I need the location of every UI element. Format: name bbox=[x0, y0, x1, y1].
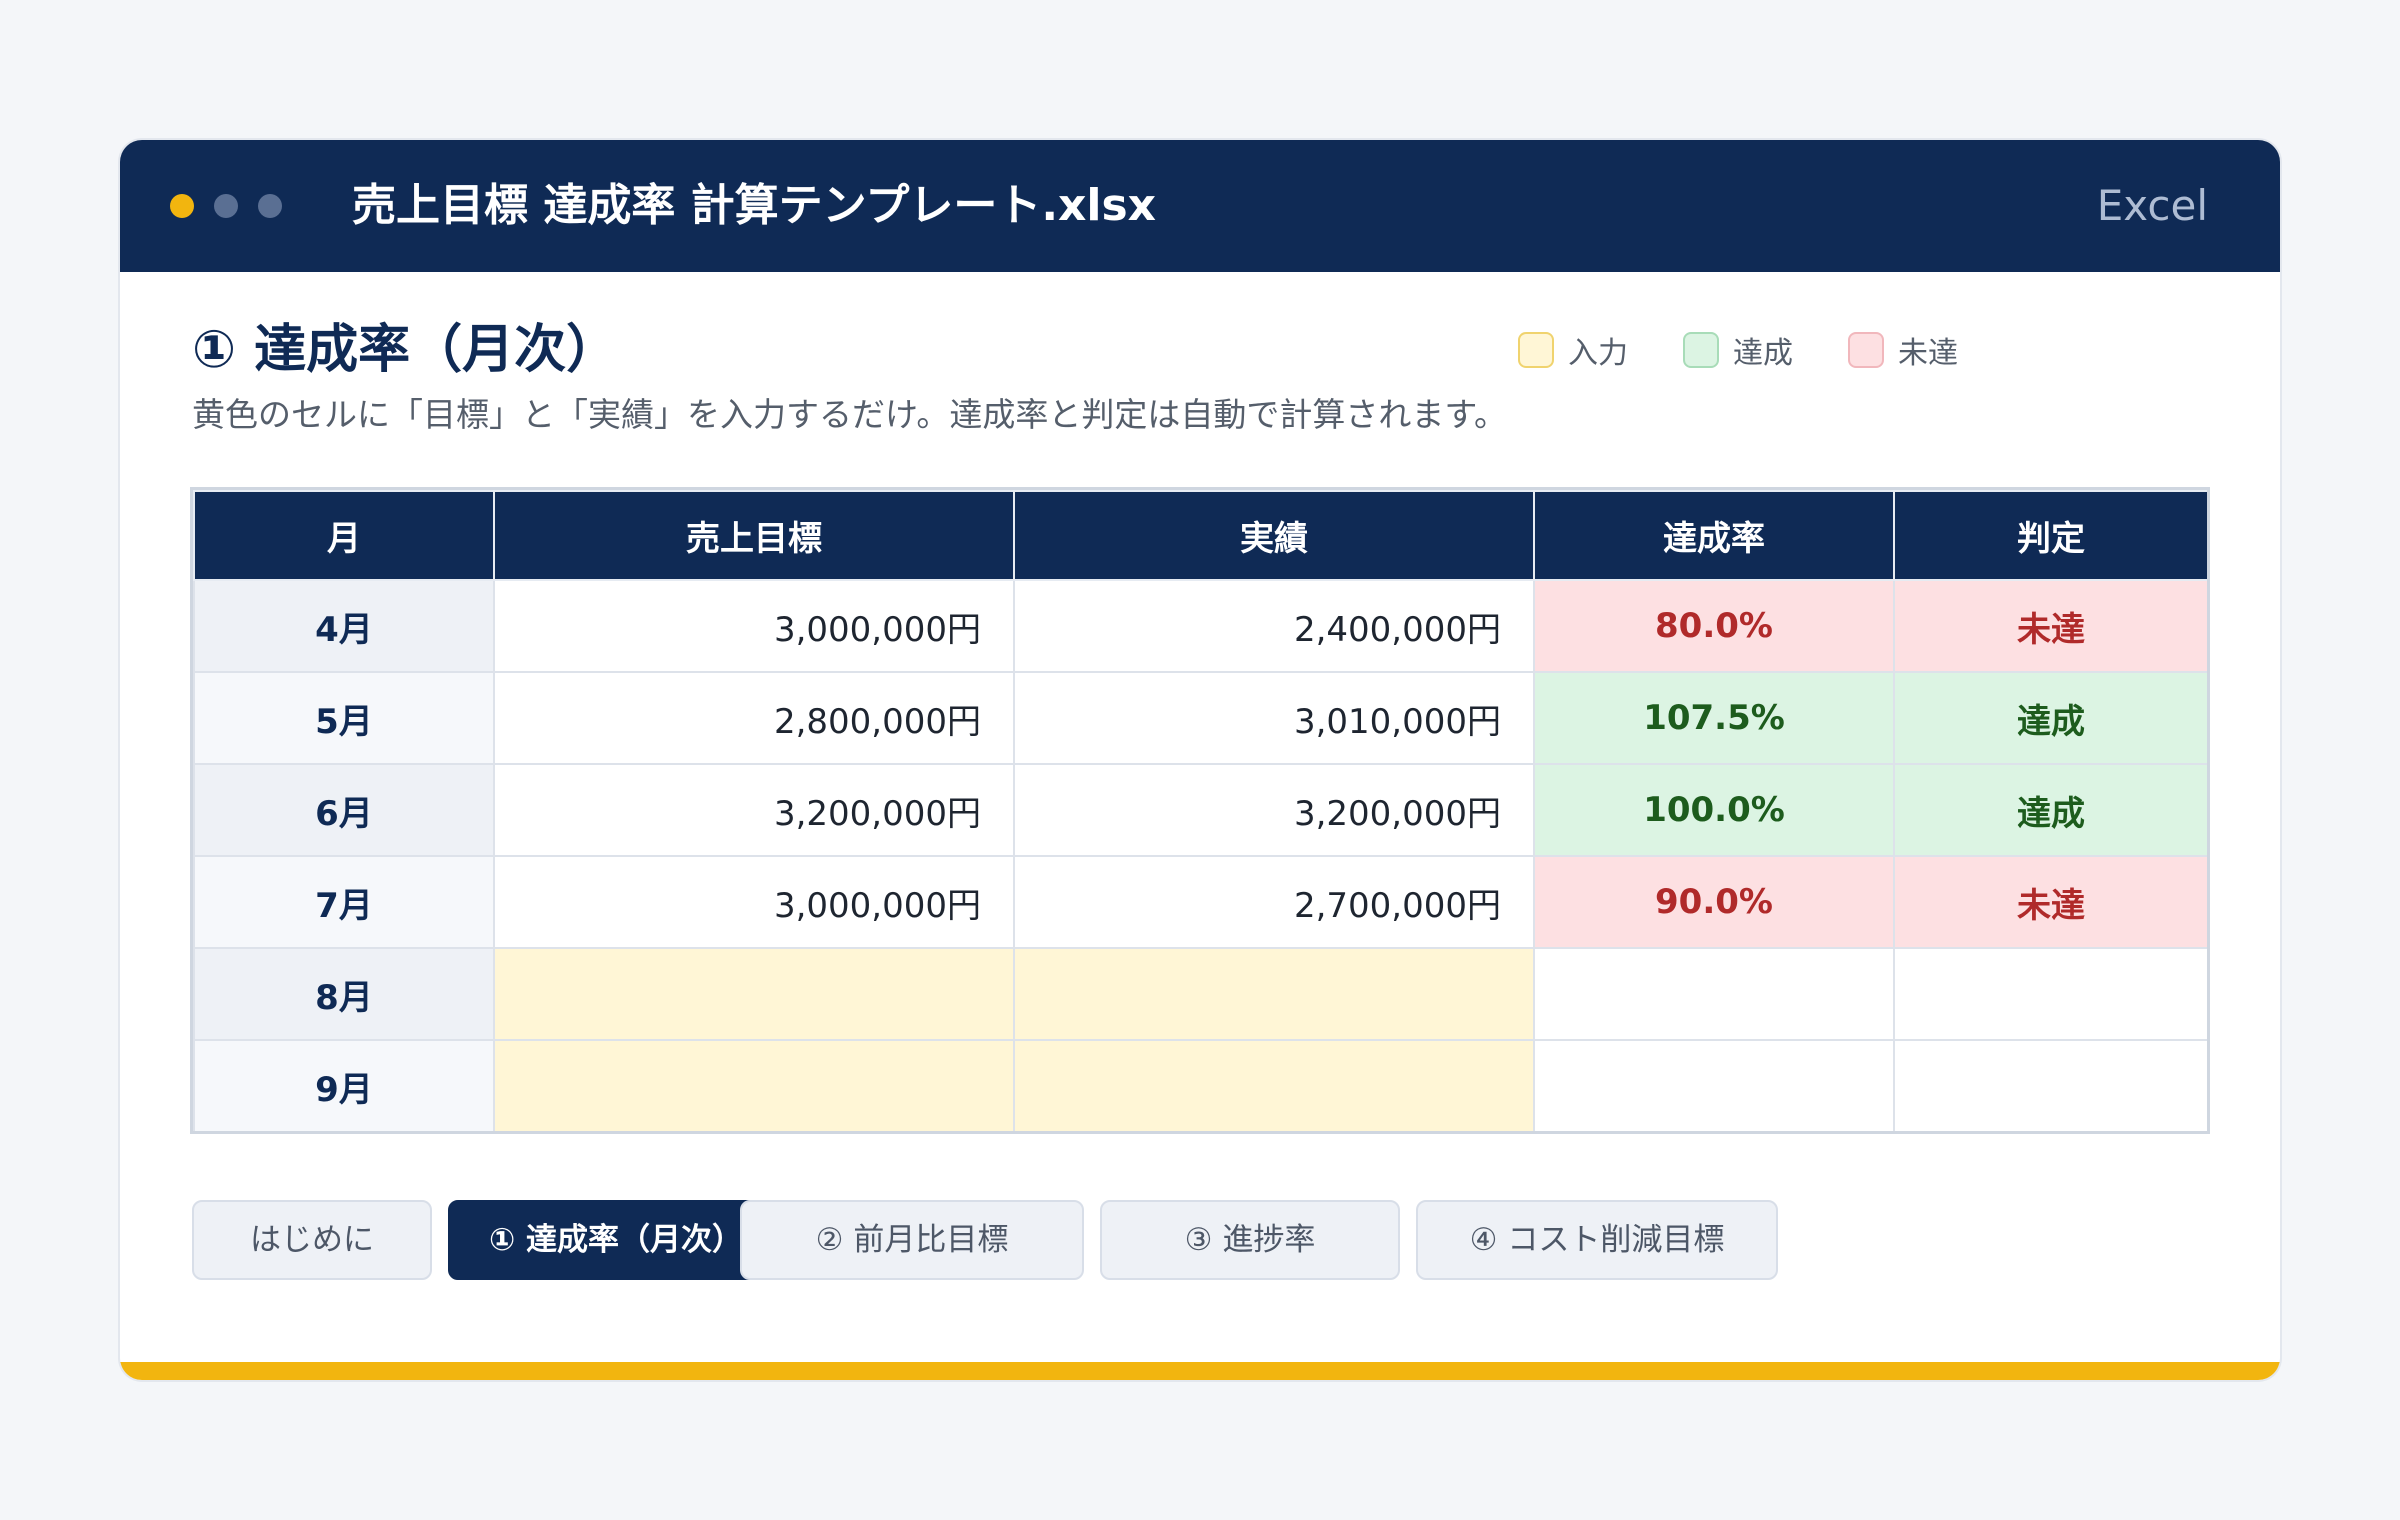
month-cell[interactable]: 5月 bbox=[193, 671, 495, 765]
target-cell[interactable]: 3,000,000円 bbox=[493, 855, 1015, 949]
title-bar: 売上目標 達成率 計算テンプレート.xlsx Excel bbox=[120, 140, 2280, 272]
sheet-tab[interactable]: ② 前月比目標 bbox=[740, 1200, 1084, 1280]
judgement-cell[interactable]: 未達 bbox=[1893, 855, 2207, 949]
table-row: 6月 3,200,000円 3,200,000円 100.0% 達成 bbox=[193, 763, 2207, 857]
window-dot[interactable] bbox=[214, 194, 238, 218]
actual-cell[interactable]: 3,010,000円 bbox=[1013, 671, 1535, 765]
rate-cell[interactable]: 107.5% bbox=[1533, 671, 1895, 765]
table-header-row: 月 売上目標 実績 達成率 判定 bbox=[193, 490, 2207, 581]
month-cell[interactable]: 9月 bbox=[193, 1039, 495, 1131]
rate-cell[interactable]: 80.0% bbox=[1533, 579, 1895, 673]
table-body: 4月 3,000,000円 2,400,000円 80.0% 未達 5月 2,800,000… bbox=[193, 579, 2207, 1131]
month-cell[interactable]: 7月 bbox=[193, 855, 495, 949]
legend-item-achieved: 達成 bbox=[1683, 326, 1793, 374]
rate-cell[interactable] bbox=[1533, 1039, 1895, 1131]
window-dot[interactable] bbox=[258, 194, 282, 218]
month-cell[interactable]: 6月 bbox=[193, 763, 495, 857]
data-table: 月 売上目標 実績 達成率 判定 4月 3,000,000円 2,400,000円 8… bbox=[193, 490, 2207, 1131]
target-cell[interactable] bbox=[493, 947, 1015, 1041]
sheet-tab[interactable]: ① 達成率（月次） bbox=[448, 1200, 784, 1280]
header-actual[interactable]: 実績 bbox=[1013, 490, 1535, 581]
rate-cell[interactable]: 90.0% bbox=[1533, 855, 1895, 949]
judgement-cell[interactable]: 達成 bbox=[1893, 671, 2207, 765]
data-table-container: 月 売上目標 実績 達成率 判定 4月 3,000,000円 2,400,000円 8… bbox=[190, 487, 2210, 1134]
legend-label: 未達 bbox=[1898, 336, 1958, 371]
table-row: 5月 2,800,000円 3,010,000円 107.5% 達成 bbox=[193, 671, 2207, 765]
judgement-cell[interactable] bbox=[1893, 1039, 2207, 1131]
actual-cell[interactable]: 3,200,000円 bbox=[1013, 763, 1535, 857]
month-cell[interactable]: 8月 bbox=[193, 947, 495, 1041]
rate-cell[interactable] bbox=[1533, 947, 1895, 1041]
sheet-tab[interactable]: はじめに bbox=[192, 1200, 432, 1280]
actual-cell[interactable] bbox=[1013, 947, 1535, 1041]
app-window: 売上目標 達成率 計算テンプレート.xlsx Excel ① 達成率（月次） 入… bbox=[120, 140, 2280, 1380]
window-dot-yellow[interactable] bbox=[170, 194, 194, 218]
legend-item-missed: 未達 bbox=[1848, 326, 1958, 374]
accent-bar bbox=[120, 1362, 2280, 1380]
table-row: 7月 3,000,000円 2,700,000円 90.0% 未達 bbox=[193, 855, 2207, 949]
judgement-cell[interactable]: 達成 bbox=[1893, 763, 2207, 857]
table-row: 4月 3,000,000円 2,400,000円 80.0% 未達 bbox=[193, 579, 2207, 673]
header-judgement[interactable]: 判定 bbox=[1893, 490, 2207, 581]
legend-label: 入力 bbox=[1568, 336, 1628, 371]
target-cell[interactable]: 2,800,000円 bbox=[493, 671, 1015, 765]
legend-swatch-achieved bbox=[1683, 332, 1719, 368]
header-month[interactable]: 月 bbox=[193, 490, 495, 581]
table-row: 9月 bbox=[193, 1039, 2207, 1131]
section-title: ① 達成率（月次） bbox=[192, 320, 619, 380]
target-cell[interactable]: 3,200,000円 bbox=[493, 763, 1015, 857]
actual-cell[interactable]: 2,400,000円 bbox=[1013, 579, 1535, 673]
actual-cell[interactable] bbox=[1013, 1039, 1535, 1131]
table-row: 8月 bbox=[193, 947, 2207, 1041]
judgement-cell[interactable]: 未達 bbox=[1893, 579, 2207, 673]
actual-cell[interactable]: 2,700,000円 bbox=[1013, 855, 1535, 949]
header-target[interactable]: 売上目標 bbox=[493, 490, 1015, 581]
legend-swatch-missed bbox=[1848, 332, 1884, 368]
target-cell[interactable] bbox=[493, 1039, 1015, 1131]
sheet-tab[interactable]: ③ 進捗率 bbox=[1100, 1200, 1400, 1280]
target-cell[interactable]: 3,000,000円 bbox=[493, 579, 1015, 673]
legend-label: 達成 bbox=[1733, 336, 1793, 371]
app-label: Excel bbox=[2096, 181, 2208, 230]
judgement-cell[interactable] bbox=[1893, 947, 2207, 1041]
sheet-tab[interactable]: ④ コスト削減目標 bbox=[1416, 1200, 1778, 1280]
legend-swatch-input bbox=[1518, 332, 1554, 368]
month-cell[interactable]: 4月 bbox=[193, 579, 495, 673]
window-title: 売上目標 達成率 計算テンプレート.xlsx bbox=[352, 180, 1157, 231]
legend-item-input: 入力 bbox=[1518, 326, 1628, 374]
header-rate[interactable]: 達成率 bbox=[1533, 490, 1895, 581]
section-description: 黄色のセルに「目標」と「実績」を入力するだけ。達成率と判定は自動で計算されます。 bbox=[192, 395, 1508, 434]
rate-cell[interactable]: 100.0% bbox=[1533, 763, 1895, 857]
